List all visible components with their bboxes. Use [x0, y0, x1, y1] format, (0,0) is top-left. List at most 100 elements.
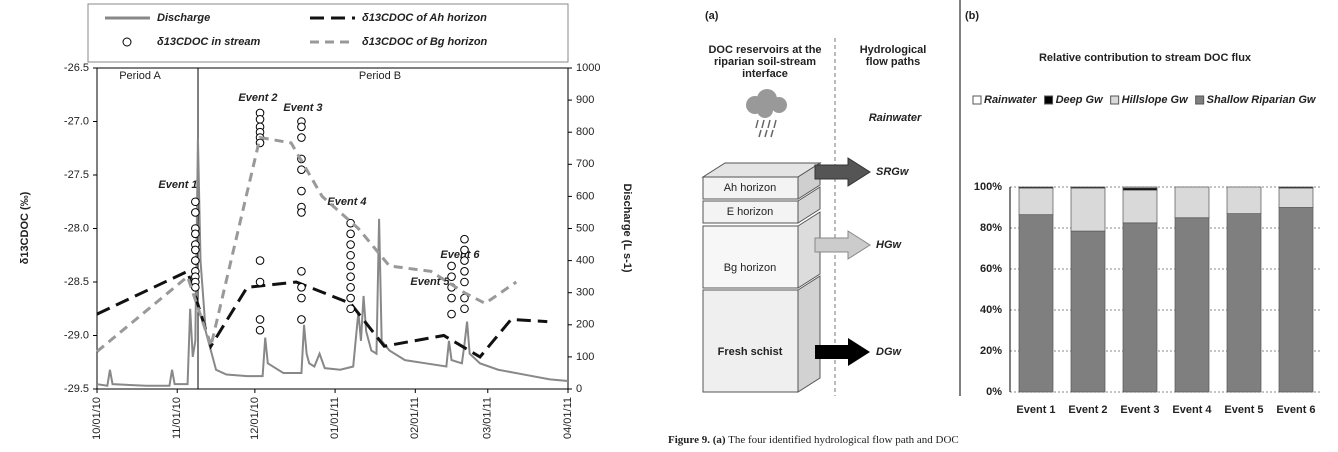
y-tick-label: 20% [980, 345, 1002, 357]
annotation: Event 5 [410, 276, 450, 288]
point [191, 208, 200, 217]
line [96, 269, 548, 359]
header: DOC reservoirs at the [708, 44, 821, 56]
y2-tick-label: 0 [576, 383, 582, 395]
bar-segment [1278, 187, 1314, 208]
annotation: Period B [359, 70, 401, 82]
point [191, 229, 200, 239]
point [447, 261, 456, 271]
x-tick-label: 04/01/11 [562, 397, 574, 439]
point [255, 325, 265, 335]
point [460, 267, 469, 276]
bar-segment [1174, 186, 1210, 219]
caption-label: Figure 9. [668, 434, 710, 446]
y-tick-label: 80% [980, 222, 1002, 234]
bar-segment [1018, 186, 1054, 189]
x-tick-label: 11/01/10 [171, 397, 183, 439]
x-tick-label: 01/01/11 [329, 397, 341, 439]
bar-segment [1278, 186, 1314, 189]
x-tick-label: 03/01/11 [482, 397, 494, 439]
point [460, 304, 469, 314]
flow-label: SRGw [876, 166, 910, 178]
legend-label: δ13CDOC of Ah horizon [362, 12, 487, 24]
legend-label: Discharge [157, 12, 210, 24]
header: interface [742, 68, 788, 80]
point [460, 277, 469, 287]
annotation: Event 6 [440, 249, 480, 261]
x-tick-label: 12/01/10 [249, 397, 261, 440]
legend-label: Hillslope Gw [1122, 94, 1189, 106]
x-tick-label: Event 6 [1276, 404, 1315, 416]
y2-tick-label: 700 [576, 158, 594, 170]
point [346, 293, 355, 303]
legend-swatch [122, 37, 132, 47]
point [191, 245, 200, 255]
y-axis-title: δ13CDOC (‰) [19, 191, 31, 264]
y-tick-label: -29.0 [64, 329, 89, 341]
soil-column [701, 162, 822, 393]
caption-text: The four identified hydrological flow pa… [728, 434, 959, 446]
bar-segment [1122, 189, 1158, 224]
line [96, 138, 569, 387]
point [346, 304, 355, 314]
legend-box [87, 3, 569, 63]
y2-tick-label: 1000 [576, 62, 600, 74]
y-tick-label: 0% [986, 386, 1002, 398]
layer-label: Ah horizon [724, 182, 777, 194]
bar-segment [1018, 214, 1054, 393]
point [346, 272, 355, 281]
point [191, 197, 200, 207]
y-tick-label: -28.0 [64, 222, 89, 234]
bar-segment [1278, 207, 1314, 393]
point [297, 186, 306, 196]
point [191, 283, 200, 292]
y-tick-label: 40% [980, 304, 1002, 316]
caption: Figure 9. (a) The four identified hydrol… [668, 434, 959, 446]
y2-tick-label: 800 [576, 126, 594, 138]
legend-label: δ13CDOC in stream [157, 36, 261, 48]
x-tick-label: Event 2 [1068, 404, 1107, 416]
bar-segment [1122, 222, 1158, 393]
annotation: Event 1 [158, 179, 197, 191]
point [346, 229, 355, 239]
point [460, 256, 469, 265]
point [447, 309, 456, 319]
bar-segment [1226, 213, 1262, 393]
point [447, 272, 456, 281]
x-tick-label: 02/01/11 [409, 397, 421, 439]
point [191, 256, 200, 265]
legend-swatch [1110, 95, 1120, 105]
point [297, 267, 306, 276]
y2-tick-label: 400 [576, 255, 594, 267]
legend-label: Rainwater [984, 94, 1037, 106]
annotation: Event 3 [283, 102, 322, 114]
legend-label: δ13CDOC of Bg horizon [362, 36, 488, 48]
y2-tick-label: 200 [576, 319, 594, 331]
layer-label: Fresh schist [718, 346, 783, 358]
bar-segment [1070, 187, 1106, 232]
annotation: Period A [119, 70, 161, 82]
x-tick-label: 10/01/10 [91, 397, 103, 440]
arrow [814, 230, 871, 260]
y2-tick-label: 900 [576, 94, 594, 106]
flow-label: HGw [876, 239, 903, 251]
x-tick-label: Event 5 [1224, 404, 1263, 416]
y-tick-label: -28.5 [64, 276, 89, 288]
bar-segment [1122, 186, 1158, 189]
point [297, 293, 306, 303]
y2-tick-label: 600 [576, 190, 594, 202]
point [297, 315, 306, 324]
point [255, 256, 265, 265]
header: riparian soil-stream [714, 56, 816, 68]
legend-swatch [972, 95, 982, 105]
legend-swatch [1195, 95, 1205, 105]
point [447, 293, 456, 303]
rain-drops [755, 119, 777, 138]
y-tick-label: -27.5 [64, 169, 89, 181]
y-tick-label: -27.0 [64, 115, 89, 127]
bar-segment [1070, 230, 1106, 393]
point [255, 115, 265, 124]
point [346, 283, 355, 292]
x-tick-label: Event 4 [1172, 404, 1212, 416]
